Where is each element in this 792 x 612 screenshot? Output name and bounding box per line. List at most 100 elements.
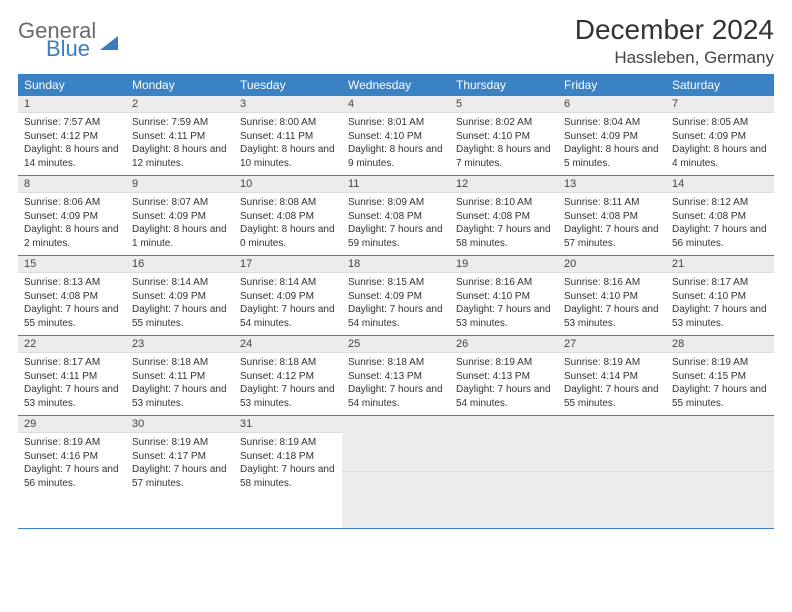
day-number: 3 (234, 96, 342, 113)
brand-text-blue: Blue (46, 36, 96, 62)
day-number: 26 (450, 336, 558, 353)
calendar-cell: 24Sunrise: 8:18 AMSunset: 4:12 PMDayligh… (234, 336, 342, 416)
calendar-cell: 19Sunrise: 8:16 AMSunset: 4:10 PMDayligh… (450, 256, 558, 336)
title-block: December 2024 Hassleben, Germany (575, 14, 774, 68)
calendar-cell: 20Sunrise: 8:16 AMSunset: 4:10 PMDayligh… (558, 256, 666, 336)
day-body: Sunrise: 8:14 AMSunset: 4:09 PMDaylight:… (234, 273, 342, 335)
month-title: December 2024 (575, 14, 774, 46)
day-number: 29 (18, 416, 126, 433)
day-body: Sunrise: 7:57 AMSunset: 4:12 PMDaylight:… (18, 113, 126, 175)
calendar-cell: 5Sunrise: 8:02 AMSunset: 4:10 PMDaylight… (450, 96, 558, 176)
calendar-row: 15Sunrise: 8:13 AMSunset: 4:08 PMDayligh… (18, 256, 774, 336)
day-body: Sunrise: 8:16 AMSunset: 4:10 PMDaylight:… (558, 273, 666, 335)
calendar-cell: 2Sunrise: 7:59 AMSunset: 4:11 PMDaylight… (126, 96, 234, 176)
day-number: 30 (126, 416, 234, 433)
calendar-cell: 9Sunrise: 8:07 AMSunset: 4:09 PMDaylight… (126, 176, 234, 256)
calendar-cell: 31Sunrise: 8:19 AMSunset: 4:18 PMDayligh… (234, 416, 342, 529)
calendar-cell: 26Sunrise: 8:19 AMSunset: 4:13 PMDayligh… (450, 336, 558, 416)
calendar-cell: 18Sunrise: 8:15 AMSunset: 4:09 PMDayligh… (342, 256, 450, 336)
day-number: 10 (234, 176, 342, 193)
calendar-cell: 16Sunrise: 8:14 AMSunset: 4:09 PMDayligh… (126, 256, 234, 336)
calendar-cell: 4Sunrise: 8:01 AMSunset: 4:10 PMDaylight… (342, 96, 450, 176)
calendar-cell: 30Sunrise: 8:19 AMSunset: 4:17 PMDayligh… (126, 416, 234, 529)
day-number: 15 (18, 256, 126, 273)
day-number: 12 (450, 176, 558, 193)
day-body: Sunrise: 8:04 AMSunset: 4:09 PMDaylight:… (558, 113, 666, 175)
day-body: Sunrise: 7:59 AMSunset: 4:11 PMDaylight:… (126, 113, 234, 175)
calendar-cell: 22Sunrise: 8:17 AMSunset: 4:11 PMDayligh… (18, 336, 126, 416)
calendar-body: 1Sunrise: 7:57 AMSunset: 4:12 PMDaylight… (18, 96, 774, 529)
calendar-cell: 11Sunrise: 8:09 AMSunset: 4:08 PMDayligh… (342, 176, 450, 256)
calendar-cell: 27Sunrise: 8:19 AMSunset: 4:14 PMDayligh… (558, 336, 666, 416)
day-header: Tuesday (234, 74, 342, 96)
day-body: Sunrise: 8:09 AMSunset: 4:08 PMDaylight:… (342, 193, 450, 255)
calendar-cell: 17Sunrise: 8:14 AMSunset: 4:09 PMDayligh… (234, 256, 342, 336)
day-body: Sunrise: 8:14 AMSunset: 4:09 PMDaylight:… (126, 273, 234, 335)
calendar-cell: 15Sunrise: 8:13 AMSunset: 4:08 PMDayligh… (18, 256, 126, 336)
day-body: Sunrise: 8:18 AMSunset: 4:12 PMDaylight:… (234, 353, 342, 415)
day-number: 28 (666, 336, 774, 353)
day-body: Sunrise: 8:19 AMSunset: 4:15 PMDaylight:… (666, 353, 774, 415)
day-header: Sunday (18, 74, 126, 96)
day-number: 23 (126, 336, 234, 353)
day-number: 7 (666, 96, 774, 113)
calendar-cell: 23Sunrise: 8:18 AMSunset: 4:11 PMDayligh… (126, 336, 234, 416)
day-body: Sunrise: 8:17 AMSunset: 4:11 PMDaylight:… (18, 353, 126, 415)
calendar-cell: 3Sunrise: 8:00 AMSunset: 4:11 PMDaylight… (234, 96, 342, 176)
calendar-row: 8Sunrise: 8:06 AMSunset: 4:09 PMDaylight… (18, 176, 774, 256)
day-body: Sunrise: 8:10 AMSunset: 4:08 PMDaylight:… (450, 193, 558, 255)
day-body: Sunrise: 8:12 AMSunset: 4:08 PMDaylight:… (666, 193, 774, 255)
calendar-cell (558, 416, 666, 529)
day-number: 22 (18, 336, 126, 353)
day-body: Sunrise: 8:11 AMSunset: 4:08 PMDaylight:… (558, 193, 666, 255)
calendar-row: 22Sunrise: 8:17 AMSunset: 4:11 PMDayligh… (18, 336, 774, 416)
calendar-cell: 6Sunrise: 8:04 AMSunset: 4:09 PMDaylight… (558, 96, 666, 176)
day-body: Sunrise: 8:06 AMSunset: 4:09 PMDaylight:… (18, 193, 126, 255)
day-number: 9 (126, 176, 234, 193)
day-number: 18 (342, 256, 450, 273)
calendar-row: 1Sunrise: 7:57 AMSunset: 4:12 PMDaylight… (18, 96, 774, 176)
day-body: Sunrise: 8:19 AMSunset: 4:16 PMDaylight:… (18, 433, 126, 495)
day-number: 5 (450, 96, 558, 113)
day-number: 4 (342, 96, 450, 113)
day-body: Sunrise: 8:07 AMSunset: 4:09 PMDaylight:… (126, 193, 234, 255)
day-body: Sunrise: 8:18 AMSunset: 4:11 PMDaylight:… (126, 353, 234, 415)
day-body: Sunrise: 8:08 AMSunset: 4:08 PMDaylight:… (234, 193, 342, 255)
day-number: 17 (234, 256, 342, 273)
day-body: Sunrise: 8:05 AMSunset: 4:09 PMDaylight:… (666, 113, 774, 175)
brand-triangle-icon (100, 36, 118, 50)
day-number: 24 (234, 336, 342, 353)
day-header: Friday (558, 74, 666, 96)
calendar-cell: 12Sunrise: 8:10 AMSunset: 4:08 PMDayligh… (450, 176, 558, 256)
day-body: Sunrise: 8:18 AMSunset: 4:13 PMDaylight:… (342, 353, 450, 415)
calendar-cell: 1Sunrise: 7:57 AMSunset: 4:12 PMDaylight… (18, 96, 126, 176)
day-number: 6 (558, 96, 666, 113)
calendar-cell (450, 416, 558, 529)
day-number: 2 (126, 96, 234, 113)
calendar-cell (666, 416, 774, 529)
day-header: Saturday (666, 74, 774, 96)
day-body: Sunrise: 8:19 AMSunset: 4:13 PMDaylight:… (450, 353, 558, 415)
day-number: 19 (450, 256, 558, 273)
calendar-cell: 10Sunrise: 8:08 AMSunset: 4:08 PMDayligh… (234, 176, 342, 256)
calendar-cell: 25Sunrise: 8:18 AMSunset: 4:13 PMDayligh… (342, 336, 450, 416)
day-header: Wednesday (342, 74, 450, 96)
day-number: 8 (18, 176, 126, 193)
day-body: Sunrise: 8:00 AMSunset: 4:11 PMDaylight:… (234, 113, 342, 175)
day-body: Sunrise: 8:19 AMSunset: 4:18 PMDaylight:… (234, 433, 342, 495)
calendar-cell: 29Sunrise: 8:19 AMSunset: 4:16 PMDayligh… (18, 416, 126, 529)
header: General Blue December 2024 Hassleben, Ge… (18, 14, 774, 68)
day-number: 14 (666, 176, 774, 193)
day-body: Sunrise: 8:15 AMSunset: 4:09 PMDaylight:… (342, 273, 450, 335)
day-body: Sunrise: 8:19 AMSunset: 4:17 PMDaylight:… (126, 433, 234, 495)
day-body: Sunrise: 8:19 AMSunset: 4:14 PMDaylight:… (558, 353, 666, 415)
calendar-cell: 13Sunrise: 8:11 AMSunset: 4:08 PMDayligh… (558, 176, 666, 256)
day-number: 11 (342, 176, 450, 193)
location-subtitle: Hassleben, Germany (575, 48, 774, 68)
day-number: 20 (558, 256, 666, 273)
day-body: Sunrise: 8:13 AMSunset: 4:08 PMDaylight:… (18, 273, 126, 335)
calendar-cell: 21Sunrise: 8:17 AMSunset: 4:10 PMDayligh… (666, 256, 774, 336)
day-number: 27 (558, 336, 666, 353)
day-number: 31 (234, 416, 342, 433)
day-number: 21 (666, 256, 774, 273)
